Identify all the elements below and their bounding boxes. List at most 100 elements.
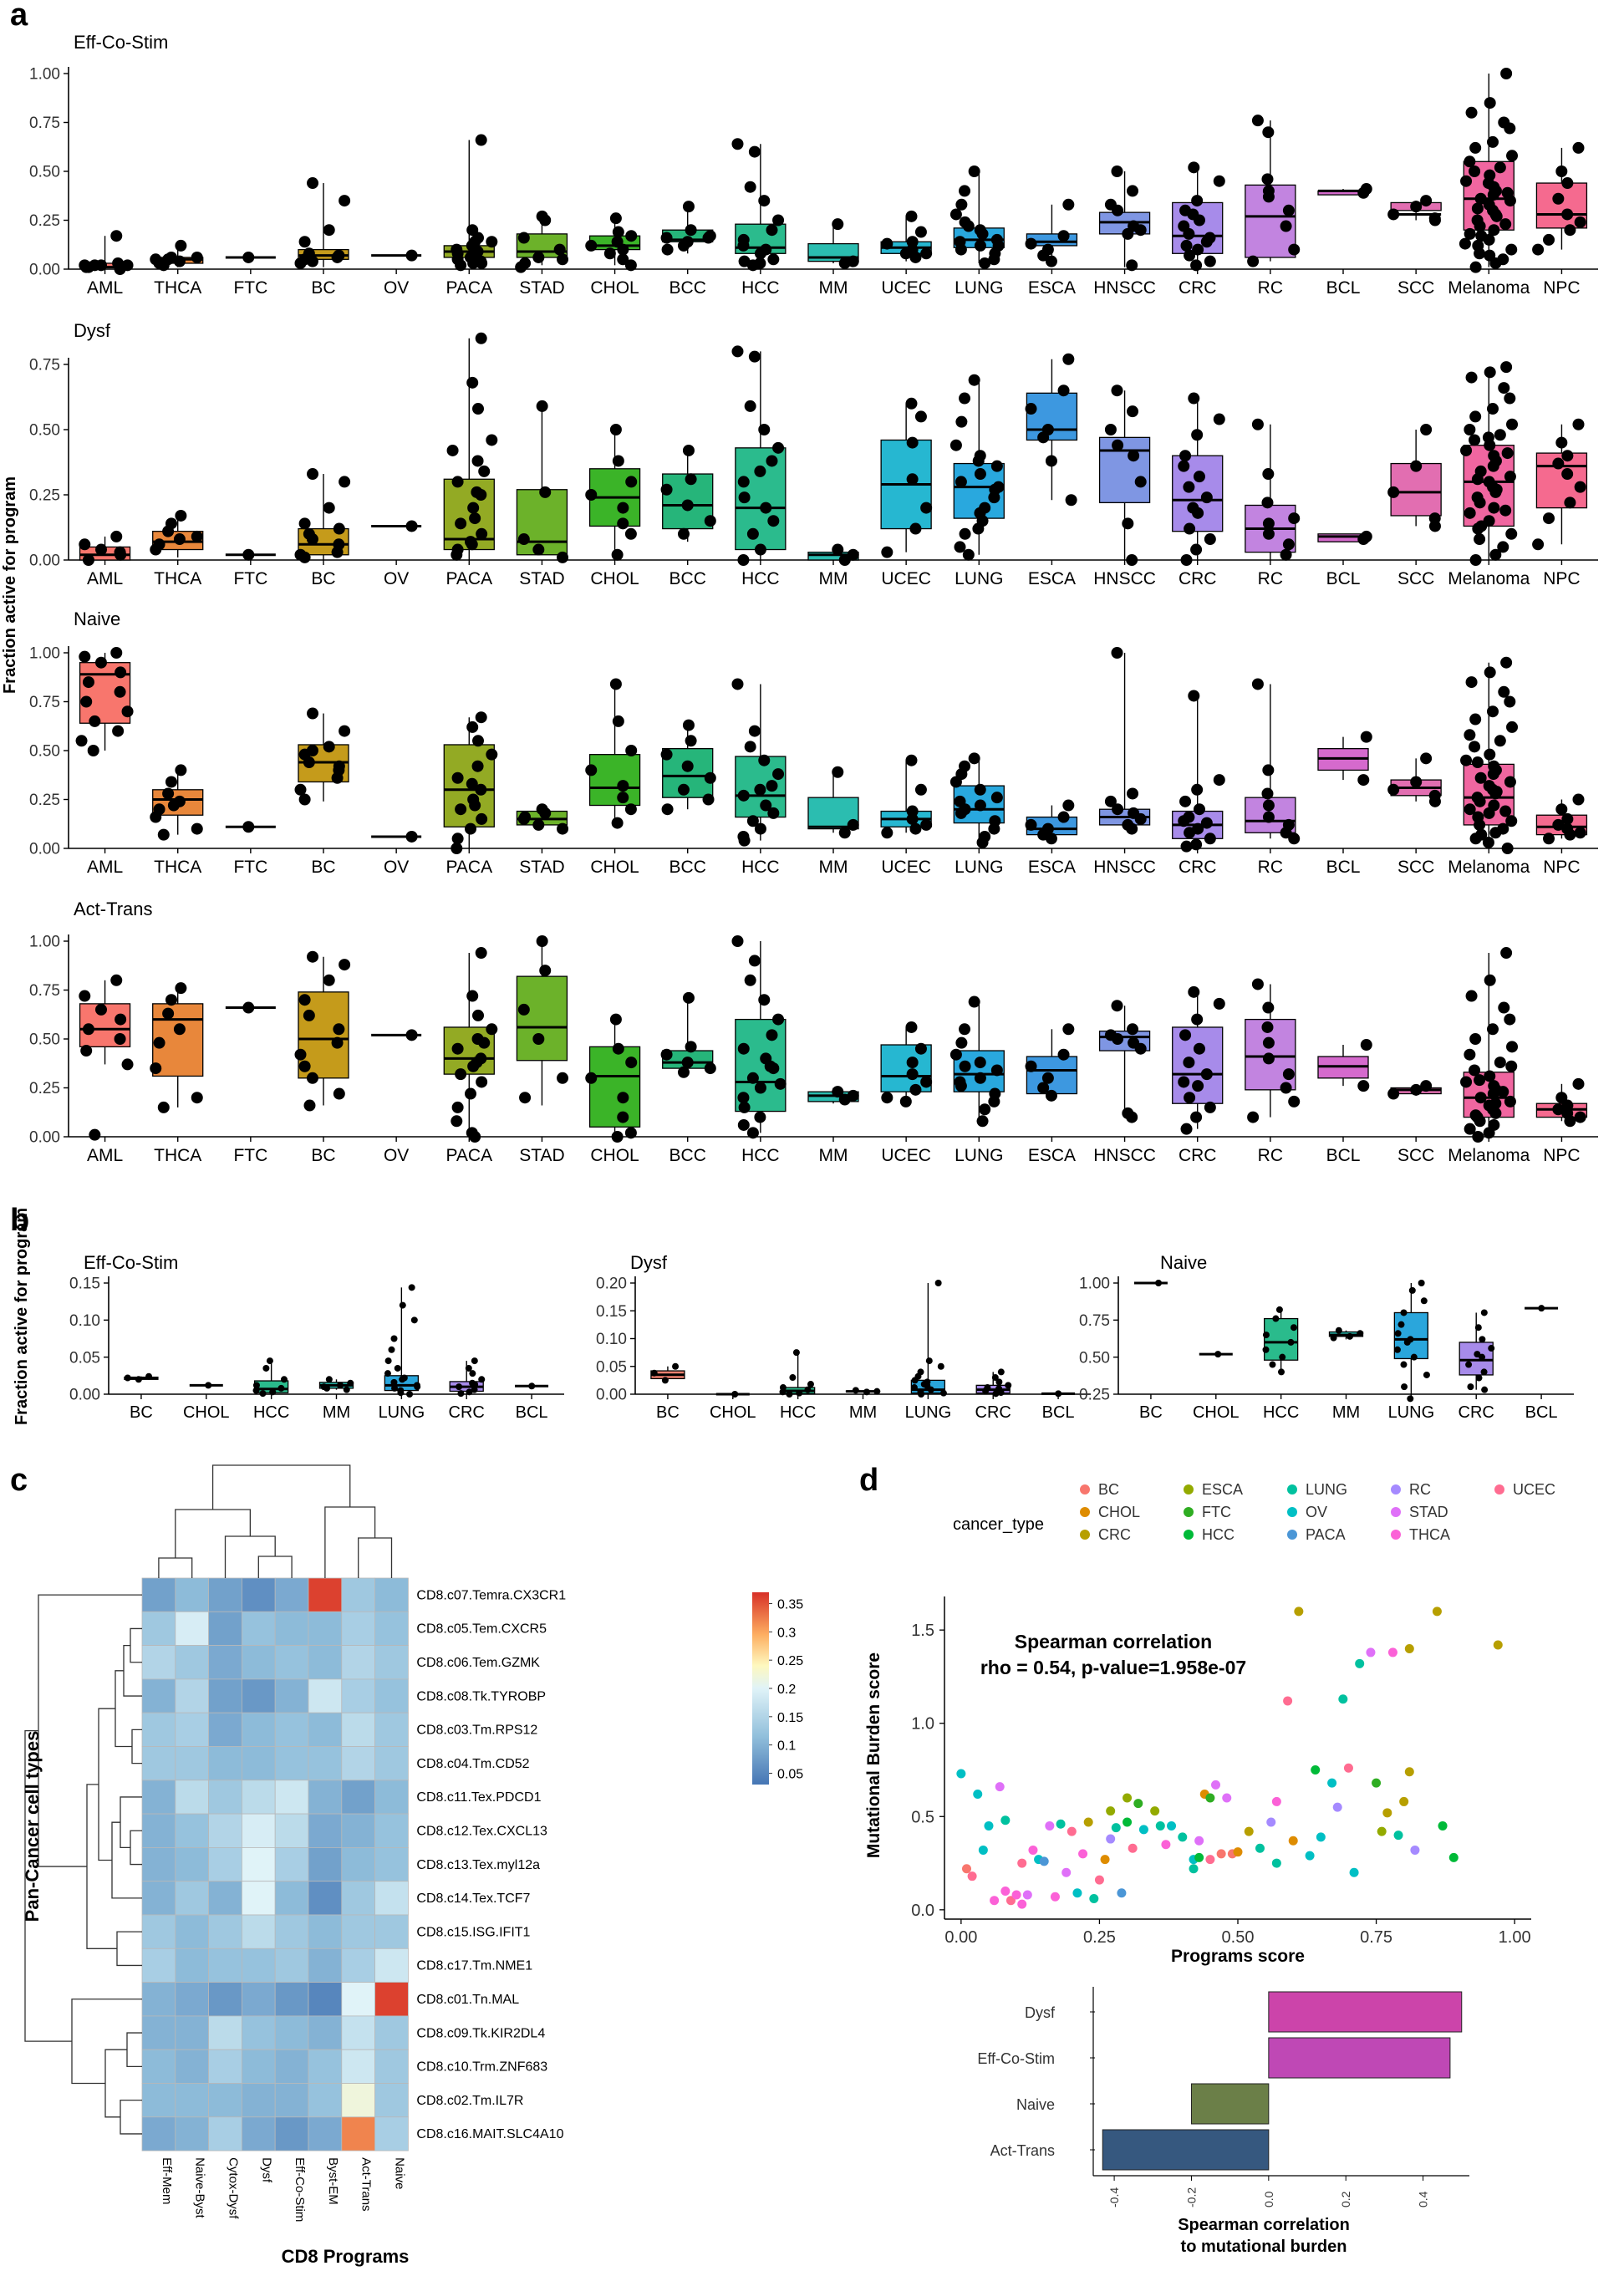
scatter-point: [1349, 1867, 1359, 1877]
data-point: [838, 554, 851, 566]
data-point: [1111, 384, 1123, 397]
scatter-point: [1072, 1888, 1082, 1898]
data-point: [1471, 756, 1484, 769]
heatmap-col-label: Eff-Co-Stim: [293, 2157, 307, 2222]
panel-label-a: a: [10, 0, 28, 33]
data-point: [1475, 230, 1488, 242]
data-point: [476, 1076, 488, 1088]
data-point: [455, 1068, 467, 1081]
data-point: [682, 719, 695, 731]
scatter-point: [967, 1871, 977, 1881]
data-point: [959, 1060, 971, 1072]
data-point: [1122, 517, 1134, 530]
data-point: [1464, 803, 1476, 816]
data-point: [1180, 1123, 1193, 1135]
data-point: [612, 1042, 624, 1055]
data-point: [1420, 752, 1433, 765]
x-tick-label: 0.50: [1222, 1928, 1255, 1947]
heatmap-cell: [341, 2083, 375, 2118]
data-point: [968, 995, 980, 1008]
data-point: [557, 253, 569, 266]
data-point: [323, 741, 335, 753]
data-point: [1504, 776, 1516, 788]
data-point: [1474, 1324, 1482, 1332]
data-point: [1037, 1082, 1050, 1094]
bar-category-label: Dysf: [1025, 2004, 1056, 2021]
data-point: [1475, 1374, 1483, 1382]
data-point: [343, 1386, 350, 1393]
data-point: [789, 1374, 797, 1382]
heatmap-cell: [141, 1846, 176, 1882]
x-tick-label: LUNG: [955, 858, 1003, 877]
data-point: [660, 1048, 673, 1061]
data-point: [456, 1383, 463, 1391]
data-point: [1484, 1070, 1496, 1082]
heatmap-cell: [274, 2116, 309, 2151]
heatmap-cell: [175, 1611, 210, 1647]
data-point: [1474, 1074, 1486, 1087]
data-point: [1126, 822, 1138, 835]
data-point: [1475, 520, 1488, 532]
heatmap-cell: [341, 1846, 375, 1882]
x-tick-label: LUNG: [955, 278, 1003, 298]
data-point: [1474, 1092, 1487, 1104]
data-point: [1420, 1297, 1428, 1305]
data-point: [612, 455, 624, 467]
heatmap-cell: [141, 1678, 176, 1713]
data-point: [1469, 1033, 1482, 1045]
data-point: [1288, 243, 1301, 256]
box: [1098, 436, 1151, 504]
data-point: [1282, 204, 1295, 216]
data-point: [754, 822, 766, 835]
scatter-point: [1017, 1899, 1027, 1909]
data-point: [242, 821, 255, 833]
data-point: [1506, 721, 1519, 733]
data-point: [388, 1346, 395, 1353]
y-tick-label: 1.00: [29, 934, 60, 951]
data-point: [466, 376, 479, 389]
scatter-point: [1106, 1806, 1116, 1816]
x-tick-label: HNSCC: [1093, 278, 1156, 298]
data-point: [1204, 1101, 1216, 1113]
data-point: [1464, 729, 1476, 741]
heatmap-row-label: CD8.c17.Tm.NME1: [416, 1959, 532, 1973]
heatmap-cell: [141, 1611, 176, 1647]
heatmap-cell: [141, 1712, 176, 1747]
x-tick-label: HNSCC: [1093, 858, 1156, 877]
data-point: [731, 935, 744, 947]
scatter-point: [1216, 1849, 1226, 1859]
data-point: [974, 1072, 986, 1084]
x-tick-label: LUNG: [1388, 1403, 1435, 1422]
data-point: [954, 236, 966, 248]
y-tick-label: 0.20: [596, 1276, 627, 1293]
data-point: [1480, 1309, 1488, 1316]
data-point: [175, 764, 187, 777]
heatmap-cell: [241, 1780, 276, 1815]
y-tick-label: 1.00: [1079, 1276, 1110, 1293]
x-tick-label: UCEC: [881, 278, 931, 298]
data-point: [1213, 997, 1225, 1010]
heatmap-cell: [308, 1678, 343, 1713]
dendrogram-link: [175, 1509, 251, 1558]
x-tick-label: SCC: [1397, 858, 1434, 877]
heatmap-cell: [208, 1746, 242, 1781]
scatter-point: [1017, 1858, 1027, 1868]
y-tick-label: 0.10: [69, 1312, 100, 1330]
data-point: [974, 239, 986, 252]
data-point: [758, 994, 771, 1006]
data-point: [384, 1370, 391, 1377]
data-point: [1045, 1089, 1057, 1102]
heatmap-cell: [341, 2116, 375, 2151]
data-point: [1178, 815, 1190, 827]
heatmap-cell: [241, 1982, 276, 2017]
heatmap-cell: [308, 1577, 343, 1612]
data-point: [672, 1362, 680, 1370]
data-point: [1482, 431, 1494, 444]
data-point: [1251, 418, 1264, 430]
data-point: [962, 548, 975, 561]
data-point: [451, 833, 464, 845]
data-point: [1506, 418, 1519, 430]
legend-tick-label: 0.15: [777, 1711, 803, 1725]
data-point: [394, 1364, 401, 1372]
data-point: [451, 476, 464, 488]
